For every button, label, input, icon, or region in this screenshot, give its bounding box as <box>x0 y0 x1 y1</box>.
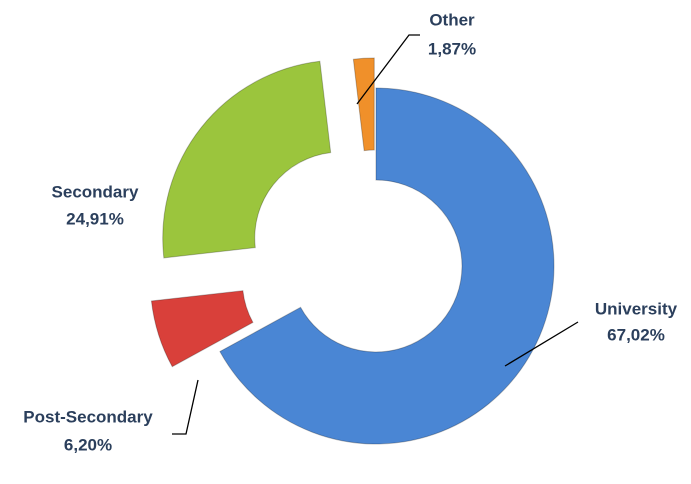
slice-value-label: 24,91% <box>66 209 124 228</box>
slice-label: University <box>595 299 678 318</box>
slice-value-label: 6,20% <box>64 435 112 454</box>
donut-slice <box>162 60 332 259</box>
donut-slice <box>150 290 254 368</box>
slice-label: Post-Secondary <box>23 407 153 426</box>
slice-value-label: 1,87% <box>428 39 476 58</box>
donut-slice <box>219 87 555 445</box>
slice-label: Other <box>429 10 475 29</box>
leader-line <box>356 34 420 105</box>
leader-line <box>172 379 199 435</box>
leader-line <box>504 321 579 367</box>
slice-label: Secondary <box>52 182 139 201</box>
slice-value-label: 67,02% <box>607 325 665 344</box>
donut-slice <box>352 57 375 152</box>
